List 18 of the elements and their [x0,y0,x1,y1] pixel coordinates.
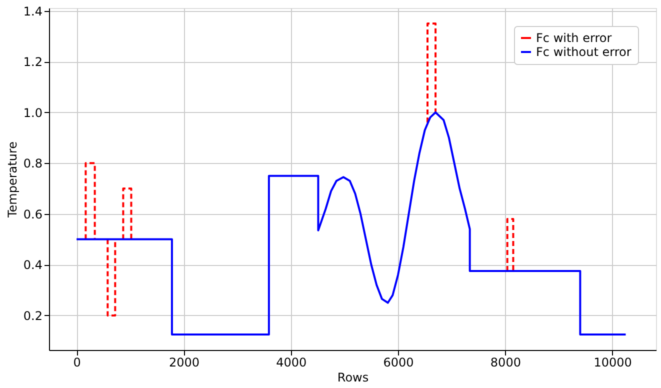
legend-label: Fc with error [536,31,612,45]
legend-label: Fc without error [536,45,632,59]
y-tick-label: 1.4 [23,4,42,18]
x-tick-label: 4000 [276,356,307,370]
x-tick-label: 10000 [594,356,632,370]
y-tick-label: 1.2 [23,55,42,70]
x-tick-label: 8000 [490,356,521,370]
x-tick-label: 0 [73,356,81,370]
y-tick-label: 0.2 [23,308,42,323]
x-axis-title: Rows [337,370,369,384]
y-tick-label: 0.6 [23,207,42,222]
y-tick-label: 1.0 [23,106,42,120]
y-tick-label: 0.8 [23,156,42,171]
x-tick-label: 2000 [168,356,200,370]
x-tick-label: 6000 [383,356,414,370]
y-tick-label: 0.4 [23,258,42,272]
y-axis-title: Temperature [5,141,20,219]
line-series [76,111,627,336]
